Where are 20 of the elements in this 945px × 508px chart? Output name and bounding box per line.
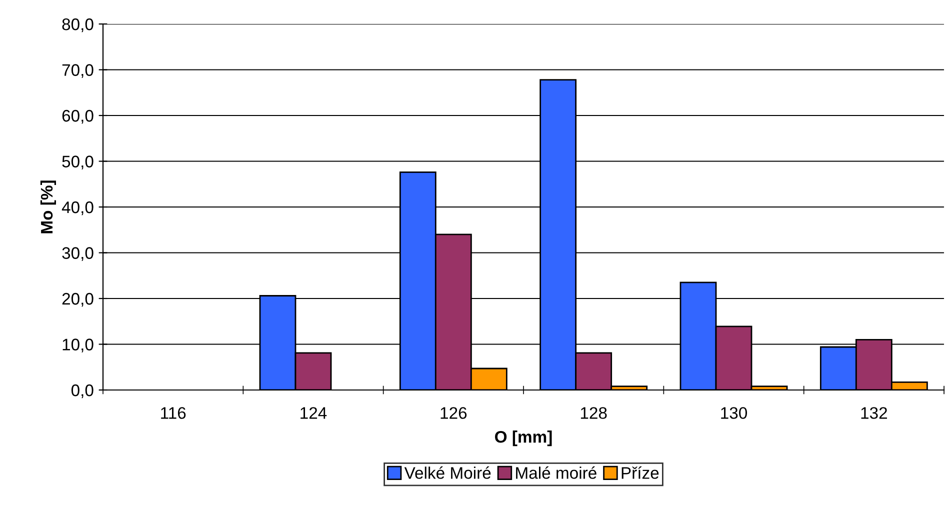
y-tick-label: 10,0 [62,338,94,352]
legend-label: Velké Moiré [404,466,491,479]
y-tick-label: 30,0 [62,247,94,261]
y-axis-title: Mo [%] [40,180,56,234]
y-tick-label: 60,0 [62,110,94,124]
y-tick-label: 40,0 [62,201,94,216]
y-tick-label: 70,0 [62,64,94,78]
y-tick-label: 50,0 [62,156,94,170]
legend-label: Malé moiré [516,466,596,479]
x-tick-label: 132 [861,407,887,419]
x-tick-label: 124 [300,407,327,419]
x-axis-title: O [mm] [495,430,552,446]
x-tick-label: 130 [721,407,748,419]
x-tick-label: 126 [440,407,467,419]
legend-label: Příze [622,466,659,479]
y-tick-label: 80,0 [62,18,94,32]
y-tick-label: 20,0 [62,292,94,307]
y-tick-label: 0,0 [71,384,94,398]
x-tick-label: 116 [161,407,186,419]
x-tick-label: 128 [580,407,607,419]
